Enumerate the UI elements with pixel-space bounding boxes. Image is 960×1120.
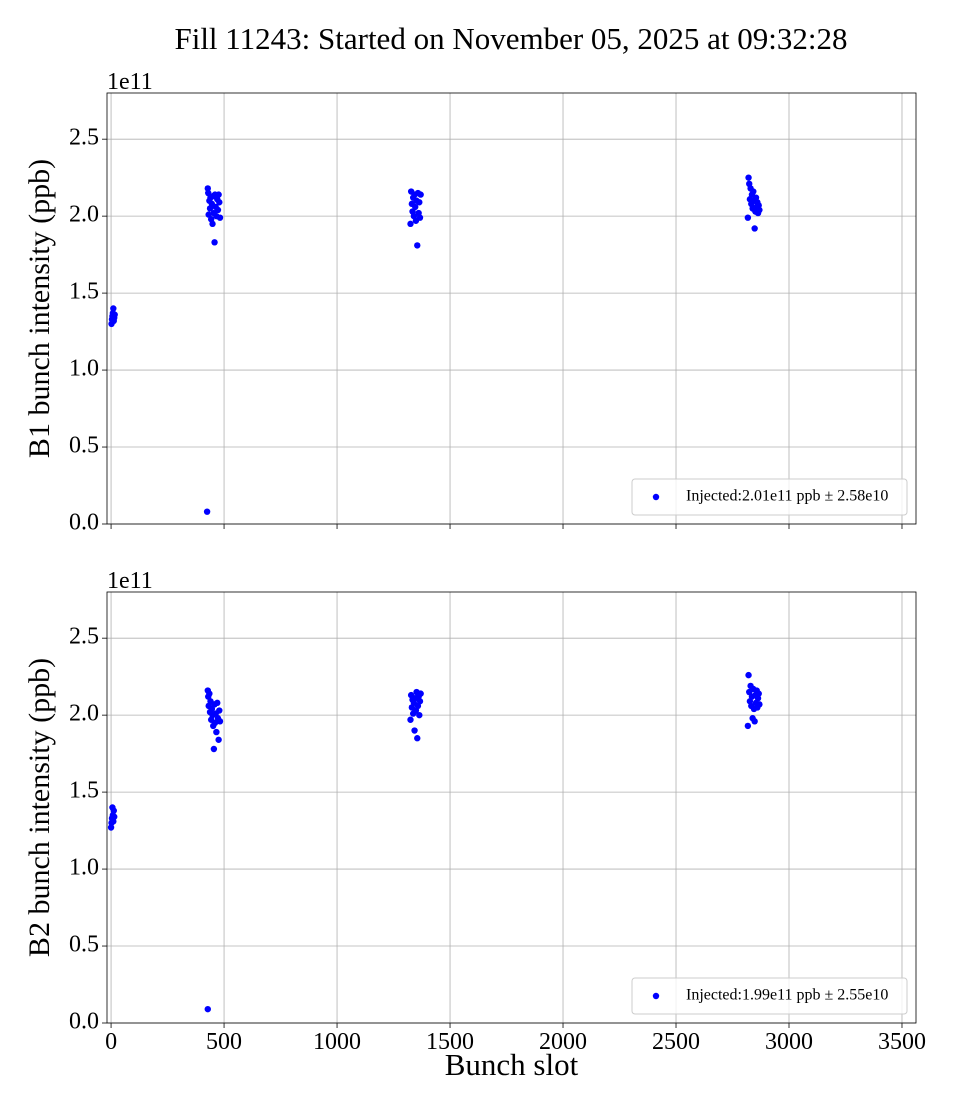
point	[416, 711, 423, 719]
point	[416, 199, 423, 206]
legend-box	[631, 478, 908, 516]
offset-text: 1e11	[107, 69, 153, 95]
point	[210, 745, 218, 753]
x-tick-label: 1500	[426, 1029, 474, 1055]
point	[211, 719, 219, 727]
point	[209, 220, 216, 228]
legend-label: Injected:2.01e11 ppb ± 2.58e10	[686, 488, 888, 505]
point	[414, 735, 421, 742]
point	[204, 1005, 211, 1013]
legend-marker	[652, 992, 660, 1000]
point	[411, 727, 418, 734]
point	[203, 508, 211, 515]
legend-box	[631, 977, 908, 1015]
point	[412, 203, 419, 211]
point	[111, 311, 118, 318]
legend-marker	[652, 493, 660, 501]
x-tick-label: 500	[206, 1029, 242, 1055]
x-tick-label: 2500	[652, 1029, 700, 1055]
point	[111, 813, 118, 820]
point	[214, 206, 222, 214]
point	[744, 722, 752, 730]
point	[756, 206, 763, 214]
y-tick-label: 1.0	[69, 855, 99, 881]
y-tick-label: 2.5	[69, 125, 99, 151]
point	[750, 188, 757, 195]
point	[206, 690, 213, 697]
x-tick-label: 3000	[765, 1029, 813, 1055]
plot-frame	[106, 92, 917, 525]
point	[744, 214, 752, 221]
point	[407, 716, 414, 723]
point	[110, 305, 117, 312]
y-tick-label: 2.0	[69, 202, 99, 228]
x-tick-label: 0	[105, 1029, 117, 1055]
point	[416, 698, 424, 705]
point	[214, 699, 221, 707]
y-tick-label: 0.5	[69, 932, 99, 958]
y-axis-label: B2 bunch intensity (ppb)	[23, 658, 56, 957]
plot-frame	[106, 591, 917, 1024]
y-tick-label: 1.5	[69, 279, 99, 305]
legend-label: Injected:1.99e11 ppb ± 2.55e10	[686, 987, 888, 1004]
point	[745, 671, 752, 679]
point	[208, 705, 216, 713]
point	[745, 174, 752, 181]
y-tick-label: 2.0	[69, 701, 99, 727]
point	[216, 707, 223, 714]
offset-text: 1e11	[107, 568, 153, 594]
point	[417, 191, 424, 198]
y-tick-label: 0.0	[69, 510, 99, 536]
x-tick-label: 1000	[313, 1029, 361, 1055]
point	[110, 807, 117, 814]
x-axis-label: Bunch slot	[445, 1047, 579, 1082]
point	[414, 242, 421, 249]
x-tick-label: 3500	[878, 1029, 926, 1055]
point	[213, 728, 220, 736]
y-axis-label: B1 bunch intensity (ppb)	[23, 159, 56, 458]
y-tick-label: 1.0	[69, 356, 99, 382]
point	[216, 214, 224, 221]
y-tick-label: 0.5	[69, 433, 99, 459]
point	[751, 225, 758, 232]
y-tick-label: 2.5	[69, 624, 99, 650]
point	[407, 220, 414, 228]
point	[211, 239, 218, 246]
point	[216, 199, 223, 206]
point	[417, 690, 424, 697]
point	[107, 824, 115, 831]
point	[751, 718, 758, 725]
point	[216, 718, 224, 725]
x-tick-label: 2000	[539, 1029, 587, 1055]
y-tick-label: 0.0	[69, 1009, 99, 1035]
point	[756, 701, 763, 708]
y-tick-label: 1.5	[69, 778, 99, 804]
point	[204, 185, 211, 192]
point	[215, 736, 222, 743]
point	[755, 690, 762, 697]
figure-title: Fill 11243: Started on November 05, 2025…	[174, 21, 847, 56]
point	[215, 191, 222, 198]
point	[416, 214, 424, 221]
